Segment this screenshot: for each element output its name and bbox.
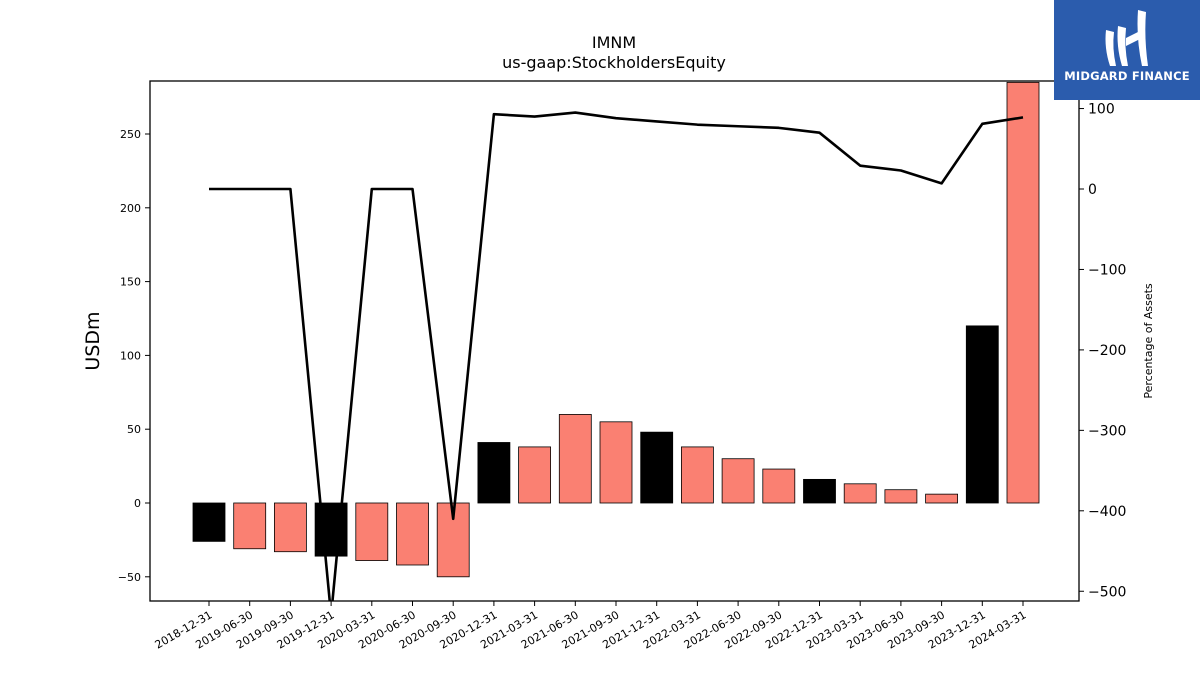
y2-tick-label: −500 — [1088, 584, 1126, 600]
bar — [843, 483, 877, 504]
bar — [965, 325, 999, 504]
y-tick-label: −50 — [118, 571, 141, 584]
y-tick-label: 0 — [134, 497, 141, 510]
y-axis-label: USDm — [82, 311, 104, 370]
bar — [721, 458, 755, 504]
y2-tick-label: −400 — [1088, 504, 1126, 520]
chart-subtitle: us-gaap:StockholdersEquity — [502, 53, 726, 72]
y2-tick-label: −100 — [1088, 262, 1126, 278]
bar — [1006, 81, 1040, 504]
bar — [518, 446, 551, 504]
bar — [599, 421, 633, 504]
y-tick-label: 50 — [127, 423, 141, 436]
y2-tick-label: 0 — [1088, 182, 1097, 198]
bar — [558, 414, 592, 504]
y2-axis-label: Percentage of Assets — [1142, 283, 1155, 399]
bar — [884, 489, 918, 504]
bar — [192, 502, 226, 542]
y-tick-label: 150 — [120, 276, 141, 289]
y2-tick-label: −200 — [1088, 343, 1126, 359]
bar — [396, 502, 429, 566]
brand-logo: MIDGARD FINANCE — [1054, 0, 1200, 100]
bar — [233, 502, 267, 550]
chart-title: IMNM — [592, 33, 636, 52]
bar — [803, 478, 836, 504]
bar — [355, 502, 389, 561]
bar — [640, 431, 674, 504]
bar — [477, 442, 511, 504]
brand-name: MIDGARD FINANCE — [1064, 69, 1190, 83]
bars-layer — [192, 81, 1040, 578]
bar — [681, 446, 714, 504]
y2-tick-label: 100 — [1088, 102, 1115, 118]
midgard-logo-icon — [1105, 10, 1148, 66]
line-layer — [209, 111, 1024, 601]
y2-tick-label: −300 — [1088, 423, 1126, 439]
bar — [273, 502, 307, 553]
equity-pct-line — [209, 111, 1024, 601]
y-tick-label: 200 — [120, 202, 141, 215]
bar — [762, 468, 796, 504]
bar — [925, 493, 958, 504]
y-tick-label: 100 — [120, 349, 141, 362]
y-tick-label: 250 — [120, 128, 141, 141]
plot-frame — [149, 80, 1080, 602]
